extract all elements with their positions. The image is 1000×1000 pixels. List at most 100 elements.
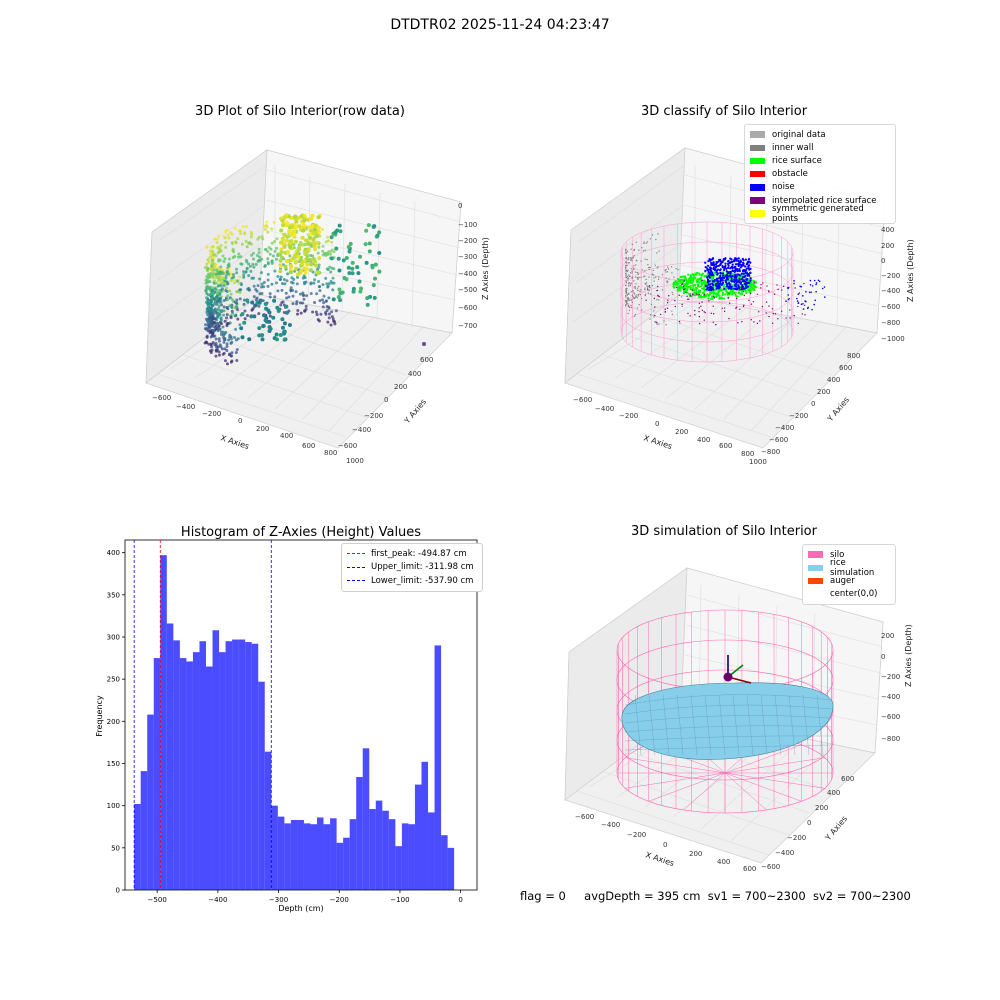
raw-point	[282, 321, 287, 326]
inner-wall-point	[625, 272, 627, 274]
raw-point	[204, 323, 208, 327]
raw-point	[239, 232, 243, 236]
inner-wall-point	[655, 289, 658, 292]
raw-point	[377, 251, 382, 256]
interpolated-point	[656, 285, 659, 288]
raw-point	[231, 247, 235, 251]
inner-wall-point	[640, 297, 643, 300]
inner-wall-point	[658, 278, 660, 280]
raw-point	[215, 268, 219, 272]
raw-point	[217, 337, 221, 341]
inner-wall-point	[644, 270, 646, 272]
interpolated-point	[695, 293, 698, 295]
raw-point	[301, 225, 306, 230]
raw-point	[288, 270, 293, 275]
inner-wall-point	[632, 295, 634, 297]
interpolated-point	[703, 319, 705, 321]
interpolated-point	[668, 294, 670, 297]
inner-wall-point	[661, 274, 663, 276]
rice-surface-point	[752, 280, 756, 283]
raw-point	[252, 284, 256, 288]
raw-point	[222, 351, 226, 355]
raw-point	[270, 241, 274, 245]
histogram-bar	[414, 784, 422, 890]
noise-point	[730, 279, 733, 282]
rice-surface-point	[692, 284, 695, 287]
raw-point	[236, 255, 240, 259]
raw-point	[267, 319, 272, 324]
rice-surface-point	[698, 281, 701, 284]
legend-item-rice-surface: rice surface	[750, 154, 890, 167]
raw-ytick: 0	[384, 396, 388, 404]
noise-point	[749, 279, 752, 282]
raw-point	[326, 251, 330, 255]
inner-wall-point	[649, 318, 651, 320]
classify-ytick: −200	[789, 412, 808, 420]
rice-surface-point	[679, 286, 683, 289]
noise-point	[731, 263, 734, 266]
raw-point	[296, 309, 300, 313]
noise-point	[708, 276, 712, 279]
legend-swatch	[750, 210, 765, 217]
interpolated-point	[686, 295, 688, 297]
inner-wall-point	[644, 249, 646, 251]
raw-point	[206, 298, 210, 302]
interpolated-point	[708, 300, 710, 302]
interpolated-point	[777, 288, 779, 291]
raw-point	[324, 253, 328, 257]
raw-point	[238, 288, 242, 292]
inner-wall-point	[666, 282, 668, 284]
interpolated-point	[739, 279, 742, 281]
noise-point	[716, 279, 719, 282]
inner-wall-point	[653, 277, 655, 279]
inner-wall-point	[631, 243, 633, 246]
raw-point	[247, 262, 251, 266]
raw-point	[325, 309, 329, 313]
noise-point	[805, 290, 807, 293]
raw-point	[230, 309, 234, 313]
raw-point	[290, 276, 294, 280]
raw-point	[322, 294, 326, 298]
raw-point	[306, 241, 311, 246]
interpolated-point	[713, 297, 716, 299]
interpolated-point	[712, 313, 715, 315]
inner-wall-point	[625, 305, 627, 307]
classify-z-label: Z Axies (Depth)	[906, 239, 915, 302]
raw-point	[217, 339, 221, 343]
noise-point	[739, 266, 742, 269]
inner-wall-point	[631, 301, 633, 303]
raw-point	[268, 292, 272, 296]
inner-wall-point	[665, 324, 667, 326]
noise-point	[718, 286, 721, 289]
raw-point	[273, 240, 277, 244]
raw-point	[300, 235, 305, 240]
interpolated-point	[690, 295, 692, 297]
noise-point	[745, 278, 748, 282]
raw-point	[274, 281, 278, 285]
rice-surface-point	[684, 283, 687, 286]
inner-wall-point	[651, 284, 653, 287]
noise-point	[715, 270, 718, 274]
noise-point	[731, 269, 734, 272]
rice-surface-point	[695, 287, 699, 290]
raw-point	[215, 295, 219, 299]
y-tick-label: 300	[107, 633, 120, 641]
classify-x-ticks: −600 −400 −200 0 200 400 600 800 1000	[573, 396, 767, 466]
noise-point	[712, 283, 715, 287]
surface-mesh-line	[676, 694, 684, 756]
raw-x-ticks: −600 −400 −200 0 200 400 600 800 1000	[152, 394, 364, 465]
raw-point	[209, 306, 213, 310]
simulation-ytick: 600	[841, 775, 854, 783]
raw-point	[265, 225, 269, 229]
inner-wall-point	[625, 266, 627, 269]
legend-swatch	[808, 564, 823, 572]
classify-legend: original data inner wall rice surface ob…	[744, 124, 896, 225]
noise-point	[727, 264, 730, 267]
rice-surface-point	[703, 296, 706, 299]
raw-point	[305, 262, 310, 267]
surface-mesh-line	[624, 704, 832, 715]
raw-point	[233, 300, 237, 304]
interpolated-point	[710, 312, 713, 315]
inner-wall-point	[627, 279, 629, 281]
raw-point	[276, 275, 280, 279]
